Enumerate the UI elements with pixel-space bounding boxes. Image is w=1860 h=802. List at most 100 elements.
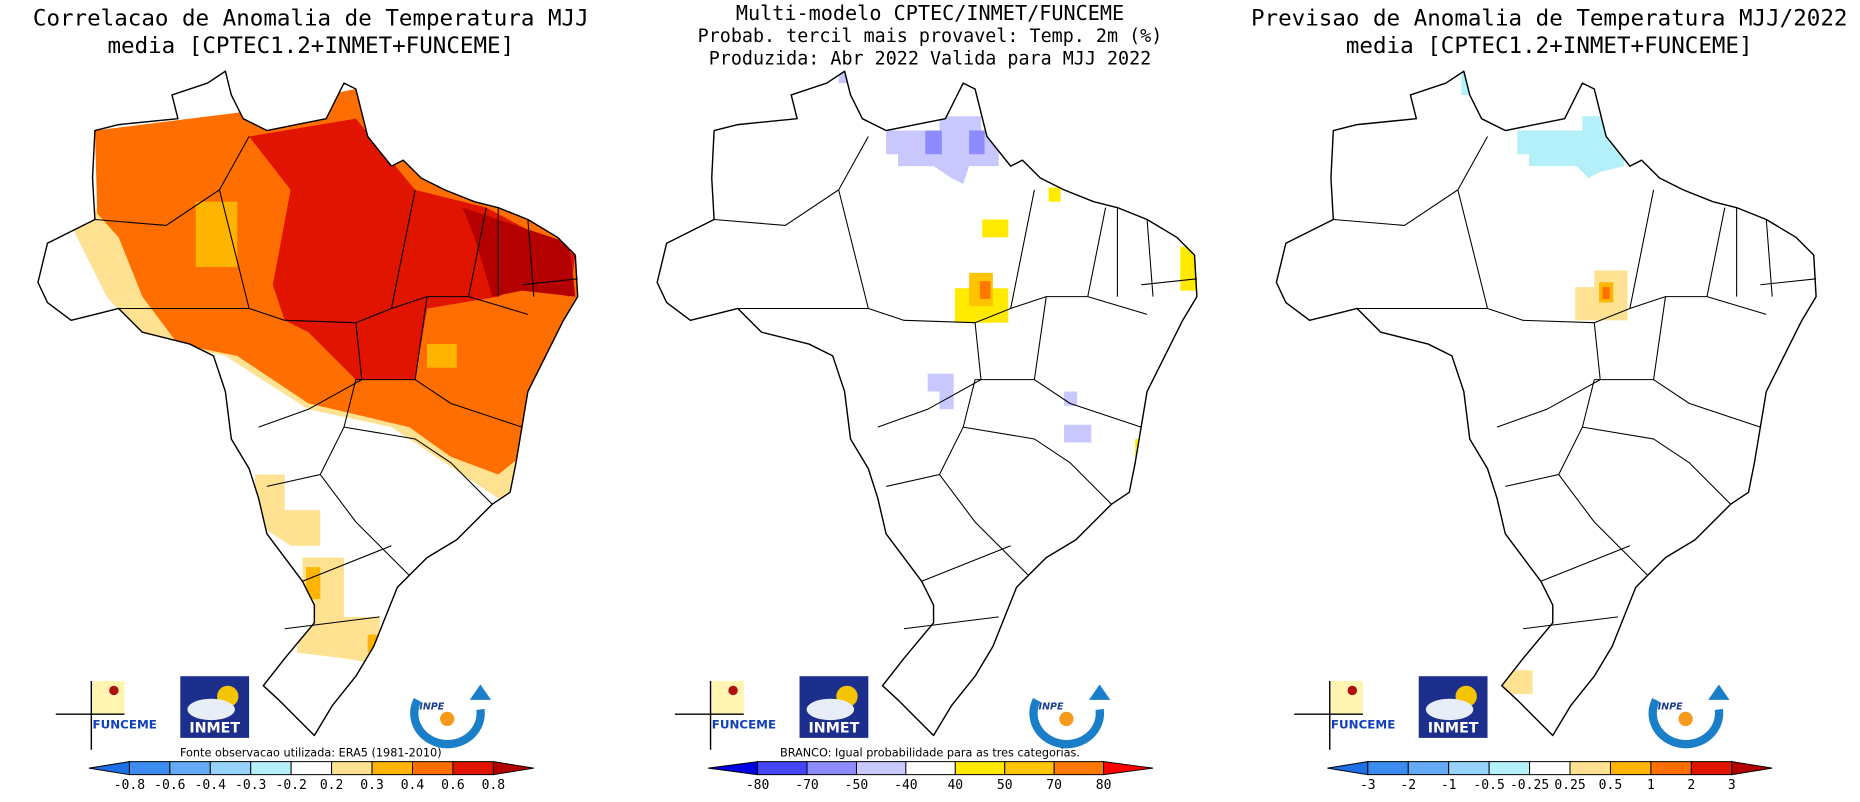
colorbar-tick-label: -0.8 <box>114 778 146 793</box>
logo-dot <box>440 711 455 727</box>
logo-cloud <box>806 698 855 721</box>
title-line: Produzida: Abr 2022 Valida para MJJ 2022 <box>709 48 1152 69</box>
colorbar-tick-label: 0.25 <box>1554 778 1585 793</box>
colorbar-tick-label: 40 <box>947 778 963 793</box>
logo-arrow <box>1708 684 1730 700</box>
logo-arc <box>1648 698 1724 749</box>
funceme-logo: FUNCEME <box>1294 680 1395 750</box>
colorbar-tick-label: 0.3 <box>360 778 384 793</box>
title-line: Probab. tercil mais provavel: Temp. 2m (… <box>698 26 1163 47</box>
colorbar-tick-label: -0.6 <box>154 778 185 793</box>
colorbar-swatch <box>1731 761 1773 776</box>
colorbar-tick-label: 0.8 <box>482 778 506 793</box>
logo-arc <box>410 698 485 749</box>
correlation-field <box>71 89 578 665</box>
probability-field <box>838 71 1197 463</box>
logo-text: FUNCEME <box>1331 717 1395 731</box>
colorbar-tick-label: -40 <box>894 778 918 793</box>
colorbar-tick-label: 70 <box>1046 778 1062 793</box>
colorbar: -80 -70 -50 -40 40 50 70 80 <box>708 761 1154 793</box>
logo-cloud <box>187 698 235 721</box>
colorbar-swatch <box>1367 761 1409 776</box>
panel: Correlacao de Anomalia de Temperatura MJ… <box>33 6 589 793</box>
colorbar-swatch <box>1609 761 1652 776</box>
colorbar-tick-label: -0.2 <box>275 778 306 793</box>
logo-arc <box>1029 698 1105 749</box>
colorbar-swatch <box>209 761 252 776</box>
logo-arrow <box>1088 684 1111 700</box>
colorbar-tick-label: -0.25 <box>1510 778 1549 793</box>
colorbar-swatch <box>905 761 956 776</box>
colorbar-swatch <box>954 761 1006 776</box>
colorbar-swatch <box>1448 761 1490 776</box>
map-panel-2 <box>656 70 1198 737</box>
colorbar-swatch <box>806 761 857 776</box>
colorbar-swatch <box>1103 761 1154 776</box>
inpe-logo: INPE <box>410 684 492 749</box>
colorbar-tick-label: -0.5 <box>1473 778 1504 793</box>
colorbar-swatch <box>1488 761 1531 776</box>
colorbar-tick-label: 0.5 <box>1599 778 1623 793</box>
title-line: Correlacao de Anomalia de Temperatura MJ… <box>33 6 589 32</box>
map-panel-3 <box>1275 70 1817 737</box>
colorbar-swatch <box>250 761 292 776</box>
map-panel-1 <box>37 70 579 737</box>
panel: Multi-modelo CPTEC/INMET/FUNCEMEProbab. … <box>674 1 1163 793</box>
panel: Previsao de Anomalia de Temperatura MJJ/… <box>1251 6 1847 793</box>
note: Fonte observacao utilizada: ERA5 (1981-2… <box>180 746 442 759</box>
colorbar-swatch <box>708 761 759 776</box>
colorbar-swatch <box>1650 761 1692 776</box>
title-line: Multi-modelo CPTEC/INMET/FUNCEME <box>736 1 1124 25</box>
inmet-logo: INMET <box>799 676 869 738</box>
colorbar-tick-label: -70 <box>795 778 819 793</box>
colorbar-swatch <box>757 761 808 776</box>
country-outline <box>656 70 1198 737</box>
colorbar-tick-label: -0.4 <box>195 778 227 793</box>
logo-text: INMET <box>809 720 860 736</box>
colorbar-swatch <box>1690 761 1733 776</box>
colorbar-tick-label: 50 <box>997 778 1013 793</box>
colorbar-swatch <box>1327 761 1369 776</box>
inmet-logo: INMET <box>1418 676 1488 738</box>
logo-box <box>1330 680 1363 715</box>
colorbar-tick-label: -50 <box>845 778 869 793</box>
country-outline <box>1275 70 1817 737</box>
colorbar: -3 -2 -1 -0.5 -0.25 0.25 0.5 1 2 3 <box>1327 761 1773 793</box>
title-line: media [CPTEC1.2+INMET+FUNCEME] <box>107 33 514 59</box>
colorbar-swatch <box>1407 761 1450 776</box>
colorbar-swatch <box>331 761 373 776</box>
colorbar-tick-label: 2 <box>1687 778 1695 793</box>
logo-dot <box>1347 685 1358 696</box>
colorbar-swatch <box>412 761 454 776</box>
note: BRANCO: Igual probabilidade para as tres… <box>780 746 1080 759</box>
logo-text: INPE <box>1658 702 1683 713</box>
colorbar: -0.8 -0.6 -0.4 -0.3 -0.2 0.2 0.3 0.4 0.6 0.8 <box>88 761 534 793</box>
colorbar-tick-label: 0.4 <box>401 778 425 793</box>
colorbar-tick-label: -1 <box>1441 778 1457 793</box>
logo-dot <box>1059 711 1074 727</box>
logo-cloud <box>1425 698 1474 721</box>
logo-arrow <box>469 684 492 700</box>
colorbar-swatch <box>1053 761 1105 776</box>
colorbar-tick-label: -3 <box>1360 778 1376 793</box>
inpe-logo: INPE <box>1029 684 1111 749</box>
logo-text: FUNCEME <box>93 717 157 731</box>
logo-dot <box>728 685 738 696</box>
colorbar-tick-label: 80 <box>1096 778 1112 793</box>
anomaly-field <box>1461 71 1628 694</box>
colorbar-tick-label: -80 <box>746 778 770 793</box>
colorbar-swatch <box>371 761 413 776</box>
colorbar-tick-label: 0.6 <box>441 778 465 793</box>
logo-text: INPE <box>1039 702 1064 713</box>
funceme-logo: FUNCEME <box>674 680 776 750</box>
logo-dot <box>1678 711 1693 727</box>
logo-text: FUNCEME <box>712 717 776 731</box>
colorbar-tick-label: -0.3 <box>235 778 266 793</box>
colorbar-swatch <box>452 761 494 776</box>
colorbar-tick-label: 0.2 <box>320 778 344 793</box>
colorbar-swatch <box>88 761 130 776</box>
colorbar-swatch <box>1529 761 1571 776</box>
colorbar-swatch <box>290 761 333 776</box>
logo-text: INMET <box>189 720 240 736</box>
